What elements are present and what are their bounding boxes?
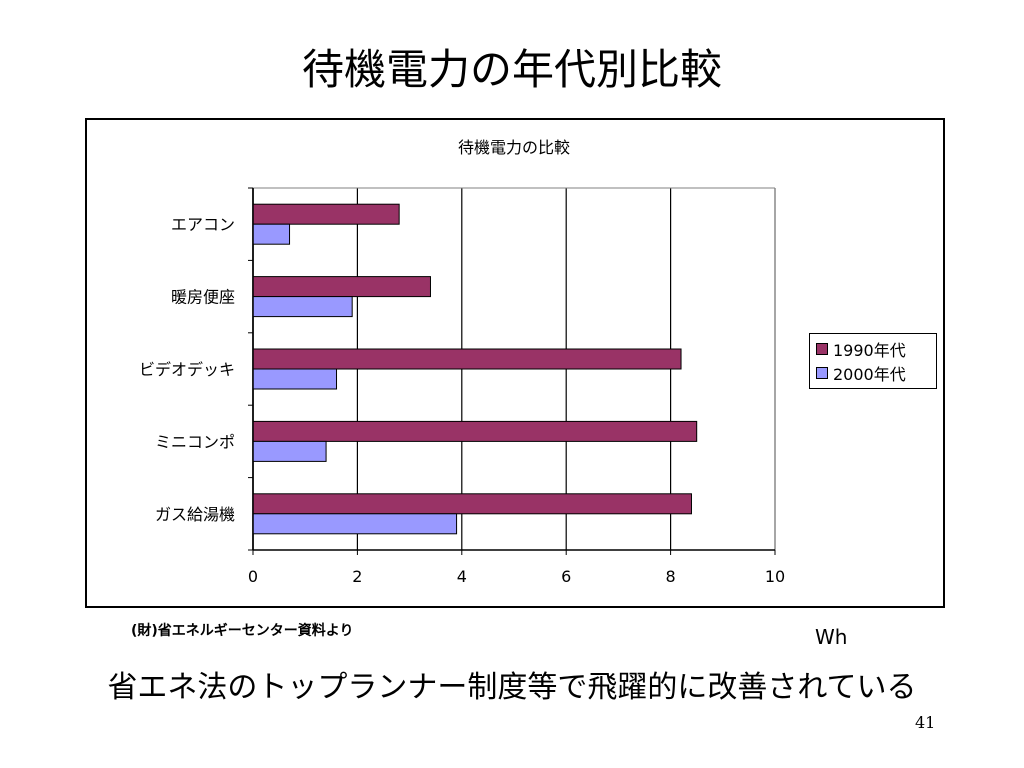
chart-frame: 待機電力の比較 0 2 4 6 8 10 エアコン暖房便座ビデオデッキミニコンポガス給湯機 [85, 118, 945, 608]
x-tick-label: 8 [666, 567, 676, 586]
legend-item-1990s: 1990年代 [816, 337, 930, 361]
category-label: ガス給湯機 [155, 505, 235, 524]
bar-1990s [252, 348, 682, 370]
category-label: ミニコンポ [155, 432, 235, 451]
bar-1990s [252, 203, 400, 225]
x-tick-label: 6 [561, 567, 571, 586]
x-tick-label: 2 [352, 567, 362, 586]
page-number: 41 [915, 713, 936, 732]
legend-item-2000s: 2000年代 [816, 361, 930, 385]
bar-2000s [252, 440, 327, 462]
bar-1990s [252, 420, 698, 442]
category-label: エアコン [171, 215, 235, 234]
unit-label: Wh [815, 625, 848, 649]
category-label: 暖房便座 [171, 288, 235, 307]
legend-label-2000s: 2000年代 [833, 365, 906, 384]
slide-subtitle: 省エネ法のトップランナー制度等で飛躍的に改善されている [107, 670, 917, 705]
bar-2000s [252, 223, 291, 245]
bar-2000s [252, 296, 353, 318]
chart-legend: 1990年代 2000年代 [809, 333, 937, 389]
x-tick-label: 10 [765, 567, 785, 586]
bar-2000s [252, 513, 458, 535]
x-tick-label: 4 [457, 567, 467, 586]
bar-1990s [252, 276, 431, 298]
legend-label-1990s: 1990年代 [833, 341, 906, 360]
category-label: ビデオデッキ [139, 360, 235, 379]
legend-swatch-2000s [816, 367, 828, 379]
x-tick-label: 0 [248, 567, 258, 586]
legend-swatch-1990s [816, 343, 828, 355]
chart-title: 待機電力の比較 [458, 138, 570, 157]
source-note: (財)省エネルギーセンター資料より [131, 623, 354, 639]
bar-2000s [252, 368, 338, 390]
slide-title: 待機電力の年代別比較 [301, 45, 722, 94]
bar-1990s [252, 493, 692, 515]
